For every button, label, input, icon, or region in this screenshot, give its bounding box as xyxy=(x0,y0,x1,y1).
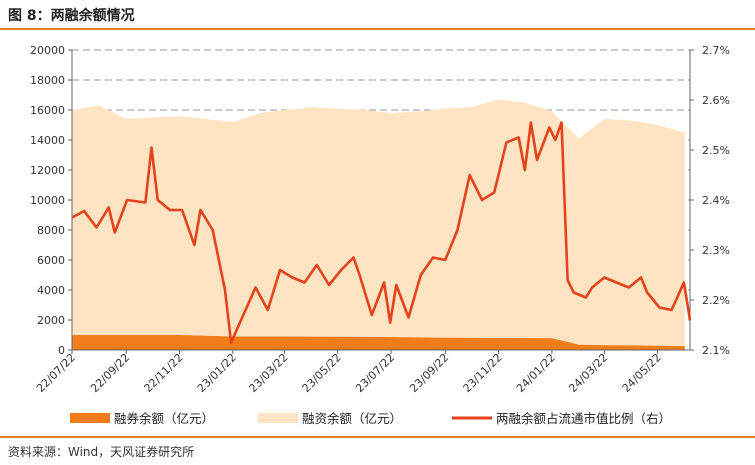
area-financing-balance xyxy=(72,99,685,350)
left-tick-label: 6000 xyxy=(37,254,65,267)
right-tick-label: 2.3% xyxy=(702,244,730,257)
source-note: 资料来源：Wind，天风证券研究所 xyxy=(8,445,195,459)
right-tick-label: 2.6% xyxy=(702,94,730,107)
legend-label-financing-balance: 融资余额（亿元） xyxy=(302,411,402,426)
left-tick-label: 0 xyxy=(58,344,65,357)
left-tick-label: 16000 xyxy=(30,104,65,117)
left-tick-label: 12000 xyxy=(30,164,65,177)
x-tick-label: 23/07/22 xyxy=(353,351,397,395)
left-axis-ticks: 0 2000 4000 6000 8000 10000 12000 14000 16000 180… xyxy=(30,44,72,357)
legend-swatch-financing-balance xyxy=(258,413,298,423)
area-margin-balance xyxy=(72,335,685,350)
right-tick-label: 2.1% xyxy=(702,344,730,357)
x-tick-label: 23/09/22 xyxy=(407,351,451,395)
title-divider xyxy=(0,28,755,30)
right-axis-ticks: 2.1% 2.2% 2.3% 2.4% 2.5% 2.6% 2.7% xyxy=(690,44,730,357)
line-series xyxy=(71,121,692,344)
x-tick-label: 22/11/22 xyxy=(142,351,186,395)
x-tick-label: 22/07/22 xyxy=(34,351,78,395)
x-tick-label: 23/11/22 xyxy=(461,351,505,395)
legend-label-margin-balance: 融券余额（亿元） xyxy=(114,411,214,426)
legend-label-ratio: 两融余额占流通市值比例（右） xyxy=(496,411,671,426)
right-tick-label: 2.7% xyxy=(702,44,730,57)
left-tick-label: 18000 xyxy=(30,74,65,87)
x-tick-label: 22/09/22 xyxy=(88,351,132,395)
right-tick-label: 2.2% xyxy=(702,294,730,307)
x-tick-label: 24/03/22 xyxy=(566,351,610,395)
legend: 融券余额（亿元） 融资余额（亿元） 两融余额占流通市值比例（右） xyxy=(70,411,671,426)
left-tick-label: 2000 xyxy=(37,314,65,327)
x-tick-label: 23/05/22 xyxy=(300,351,344,395)
left-tick-label: 14000 xyxy=(30,134,65,147)
right-tick-label: 2.4% xyxy=(702,194,730,207)
chart-title: 图 8：两融余额情况 xyxy=(8,8,135,24)
chart: 0 2000 4000 6000 8000 10000 12000 14000 16000 180… xyxy=(30,44,730,426)
x-tick-label: 23/03/22 xyxy=(246,351,290,395)
x-tick-label: 24/05/22 xyxy=(620,351,664,395)
x-tick-label: 24/01/22 xyxy=(514,351,558,395)
legend-swatch-margin-balance xyxy=(70,413,110,423)
area-series xyxy=(72,99,685,350)
left-tick-label: 10000 xyxy=(30,194,65,207)
left-tick-label: 20000 xyxy=(30,44,65,57)
x-axis-ticks: 22/07/22 22/09/22 22/11/22 23/01/22 23/03/22… xyxy=(34,350,664,395)
line-ratio xyxy=(71,121,692,344)
footer-divider xyxy=(0,436,755,438)
x-tick-label: 23/01/22 xyxy=(195,351,239,395)
left-tick-label: 8000 xyxy=(37,224,65,237)
left-tick-label: 4000 xyxy=(37,284,65,297)
right-tick-label: 2.5% xyxy=(702,144,730,157)
